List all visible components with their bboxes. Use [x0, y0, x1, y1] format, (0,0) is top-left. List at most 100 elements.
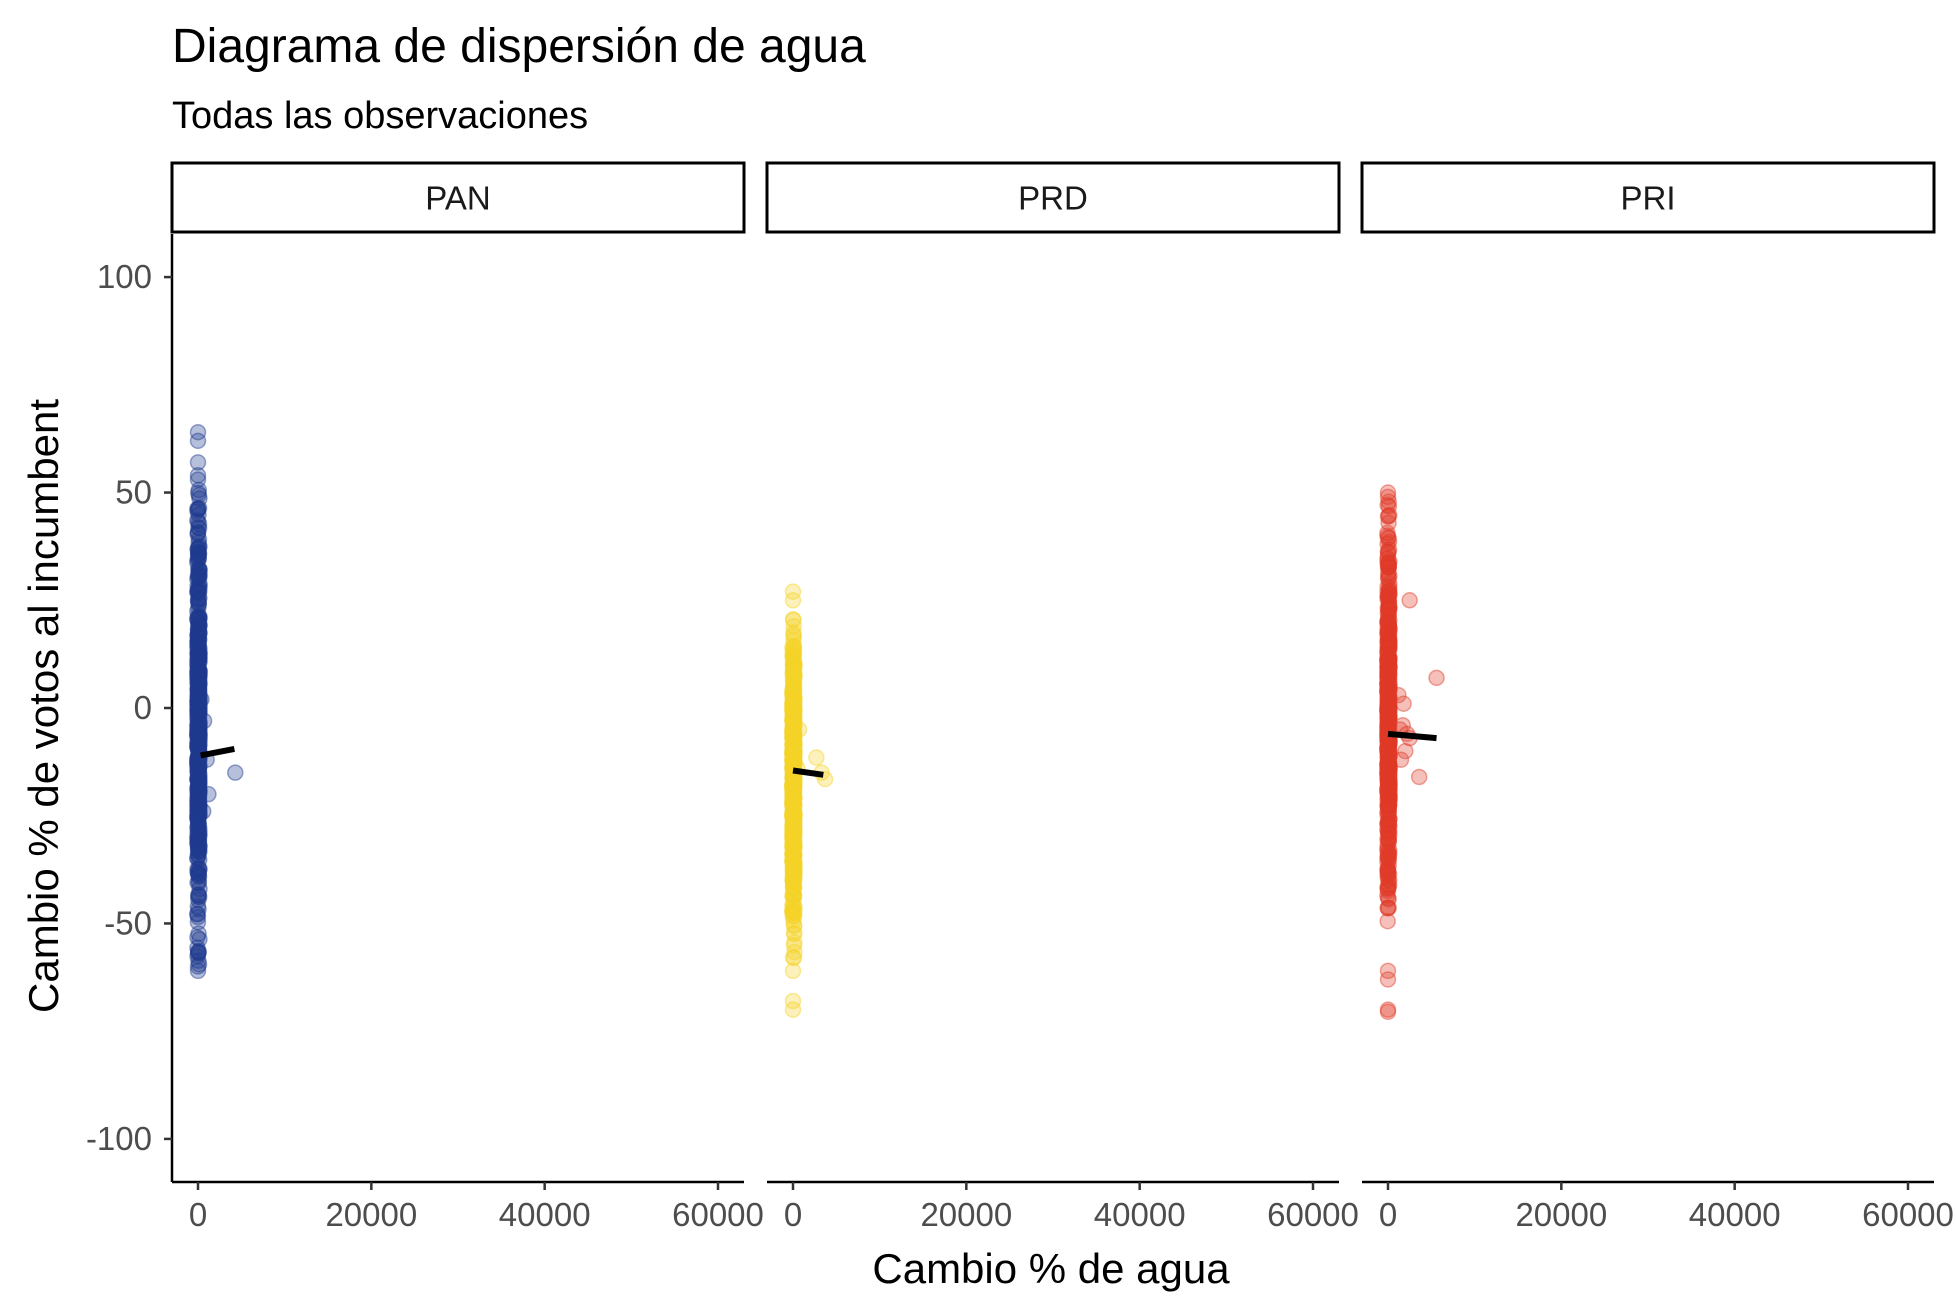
data-point [784, 776, 802, 793]
data-point [1381, 792, 1398, 809]
data-point [785, 777, 802, 794]
data-point [190, 667, 207, 685]
data-point [1380, 654, 1397, 671]
data-point [1379, 609, 1397, 626]
data-point [1379, 711, 1397, 728]
data-point [1380, 775, 1397, 793]
data-point [189, 727, 206, 744]
data-point [191, 860, 208, 878]
data-point [784, 902, 801, 920]
data-point [784, 836, 802, 854]
data-point [786, 861, 803, 878]
data-point [1379, 714, 1397, 732]
data-point [189, 680, 207, 698]
data-point [189, 779, 207, 797]
data-point [784, 829, 801, 847]
data-point [785, 695, 803, 713]
data-point [784, 827, 802, 845]
data-point [786, 797, 803, 815]
data-point [785, 775, 802, 792]
data-point [191, 579, 208, 596]
data-point [189, 662, 206, 680]
data-point [784, 791, 802, 809]
data-point [1379, 752, 1397, 770]
data-point [1379, 599, 1397, 616]
data-point [1380, 700, 1397, 718]
data-point [1381, 658, 1398, 676]
data-point [190, 698, 207, 716]
data-point [191, 732, 208, 749]
data-point [1379, 738, 1397, 756]
data-point [784, 823, 801, 841]
data-point [1379, 667, 1396, 685]
data-point [1380, 810, 1398, 828]
data-point [1380, 623, 1397, 641]
data-point [1380, 541, 1398, 558]
data-point [190, 833, 207, 850]
data-point [784, 784, 801, 801]
data-point [189, 807, 207, 825]
data-point [190, 693, 207, 711]
data-point [1380, 841, 1398, 859]
data-point [785, 917, 803, 935]
data-point [191, 669, 208, 687]
data-point [786, 777, 803, 795]
data-point [785, 723, 802, 741]
data-point [190, 867, 207, 884]
data-point [1380, 831, 1397, 848]
data-point [189, 735, 206, 752]
data-point [191, 730, 208, 747]
data-point [190, 806, 208, 823]
data-point [191, 694, 208, 711]
data-points [189, 423, 244, 980]
data-point [784, 878, 802, 895]
data-point [1379, 712, 1397, 730]
data-point [786, 865, 803, 882]
facet-strip-label: PAN [425, 180, 490, 217]
data-point [1379, 644, 1396, 662]
data-point [1379, 625, 1396, 643]
data-point [189, 621, 207, 638]
data-point [1379, 780, 1396, 797]
data-point [1380, 816, 1398, 834]
data-point [785, 804, 802, 822]
data-point [189, 801, 207, 818]
data-point [785, 867, 802, 885]
data-point [784, 814, 802, 832]
data-point [1379, 631, 1397, 649]
data-point [190, 722, 207, 740]
data-point [189, 849, 206, 867]
data-point [784, 808, 801, 825]
data-point [1380, 652, 1398, 669]
data-point [785, 709, 803, 727]
data-point [1380, 599, 1398, 616]
data-point [190, 627, 207, 645]
data-point [785, 708, 803, 726]
x-tick-label: 20000 [920, 1196, 1012, 1233]
data-point [1379, 758, 1397, 776]
data-point [1380, 635, 1398, 652]
data-point [190, 644, 208, 661]
data-point [189, 834, 206, 851]
data-point [190, 843, 208, 861]
data-point [190, 770, 208, 787]
data-point [190, 771, 208, 789]
data-point [1379, 778, 1397, 795]
data-point [189, 791, 207, 809]
data-point [784, 847, 802, 865]
data-point [190, 826, 208, 843]
data-point [785, 643, 802, 660]
data-point [1379, 604, 1397, 621]
data-point [1380, 620, 1397, 638]
data-point [1381, 659, 1398, 677]
data-point [190, 609, 208, 626]
data-point [190, 667, 208, 684]
data-point [1380, 817, 1398, 834]
data-point [784, 852, 801, 869]
data-point [785, 825, 802, 843]
data-point [784, 962, 802, 980]
data-point [785, 860, 803, 878]
data-point [785, 864, 802, 882]
data-point [189, 664, 206, 682]
